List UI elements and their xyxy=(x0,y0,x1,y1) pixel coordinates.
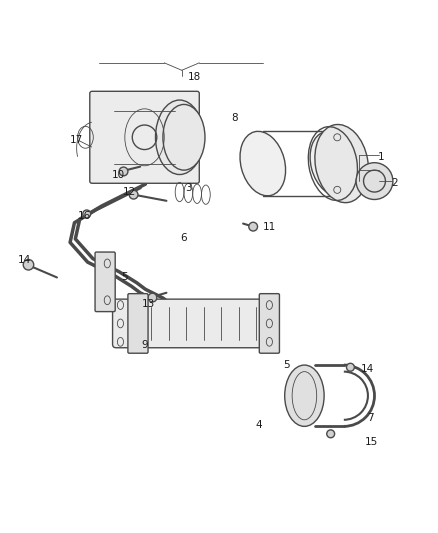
Text: 12: 12 xyxy=(123,187,136,197)
Text: 8: 8 xyxy=(231,112,238,123)
Text: 18: 18 xyxy=(188,72,201,82)
Text: 14: 14 xyxy=(361,365,374,374)
Ellipse shape xyxy=(83,210,91,218)
Ellipse shape xyxy=(155,100,204,174)
FancyBboxPatch shape xyxy=(113,299,277,348)
Ellipse shape xyxy=(315,125,368,203)
Ellipse shape xyxy=(129,190,138,199)
FancyBboxPatch shape xyxy=(95,252,115,312)
Text: 16: 16 xyxy=(78,211,91,221)
Ellipse shape xyxy=(163,104,205,170)
Text: 4: 4 xyxy=(255,420,262,430)
Text: 2: 2 xyxy=(391,178,398,188)
Text: 10: 10 xyxy=(112,169,125,180)
Ellipse shape xyxy=(23,260,34,270)
Ellipse shape xyxy=(346,364,354,371)
Ellipse shape xyxy=(310,131,356,196)
Text: 6: 6 xyxy=(180,233,187,243)
Ellipse shape xyxy=(285,365,324,426)
Ellipse shape xyxy=(356,163,393,199)
FancyBboxPatch shape xyxy=(128,294,148,353)
FancyBboxPatch shape xyxy=(259,294,279,353)
Text: 1: 1 xyxy=(378,152,385,162)
Text: 7: 7 xyxy=(367,413,374,423)
FancyBboxPatch shape xyxy=(90,91,199,183)
Ellipse shape xyxy=(119,167,128,176)
Text: 5: 5 xyxy=(121,272,128,282)
Ellipse shape xyxy=(327,430,335,438)
Ellipse shape xyxy=(148,293,157,302)
Text: 17: 17 xyxy=(70,135,83,146)
Ellipse shape xyxy=(249,222,258,231)
Text: 9: 9 xyxy=(141,341,148,350)
Ellipse shape xyxy=(240,131,286,196)
Text: 3: 3 xyxy=(185,183,192,192)
Text: 13: 13 xyxy=(142,298,155,309)
Text: 5: 5 xyxy=(283,360,290,370)
Text: 11: 11 xyxy=(263,222,276,232)
Text: 15: 15 xyxy=(365,437,378,447)
Text: 14: 14 xyxy=(18,255,31,265)
